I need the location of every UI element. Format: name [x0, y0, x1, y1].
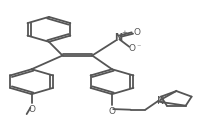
Text: O: O [108, 107, 116, 116]
Text: +: + [121, 30, 127, 36]
Text: ⁻: ⁻ [137, 42, 141, 51]
Text: O: O [28, 105, 35, 114]
Text: O: O [133, 28, 140, 37]
Text: N: N [157, 96, 164, 106]
Text: O: O [128, 44, 135, 53]
Text: N: N [114, 33, 122, 43]
